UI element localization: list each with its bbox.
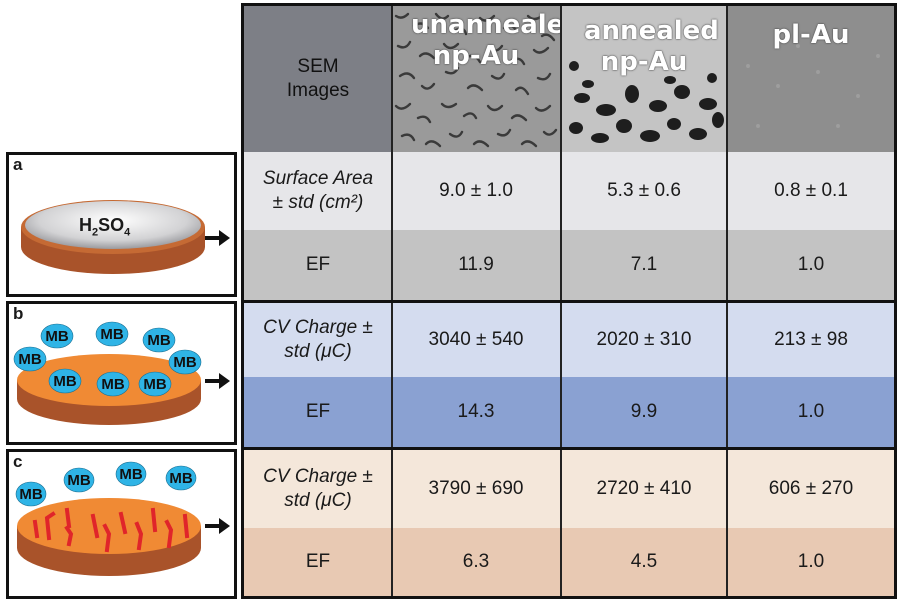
surface-area-label: Surface Area ± std (cm²) — [262, 168, 374, 213]
row-label-cv-charge-b: CV Charge ± std (μC) — [244, 303, 392, 377]
sem-images-label: SEM Images — [286, 56, 350, 101]
mb-text: MB — [53, 373, 76, 390]
arrow-a — [205, 230, 230, 246]
sem-texture-coarse — [562, 6, 726, 152]
mb-text: MB — [18, 351, 41, 368]
mb-text: MB — [100, 326, 123, 343]
panel-letter-c: c — [13, 452, 23, 471]
mb-text: MB — [67, 472, 90, 489]
cell-c-val-unannealed: 3790 ± 690 — [392, 450, 560, 528]
section-divider — [244, 447, 894, 450]
cell-c-val-planar: 606 ± 270 — [728, 450, 894, 528]
mb-text: MB — [19, 486, 42, 503]
mb-text: MB — [147, 332, 170, 349]
mb-text: MB — [119, 466, 142, 483]
sem-images-header: SEM Images — [244, 6, 392, 152]
row-label-ef-a: EF — [244, 230, 392, 300]
cell-c-ef-planar: 1.0 — [728, 528, 894, 596]
electrode-disk-h2so4 — [21, 200, 205, 274]
cell-a-ef-planar: 1.0 — [728, 230, 894, 300]
panel-letter-b: b — [13, 304, 24, 323]
cell-b-val-planar: 213 ± 98 — [728, 303, 894, 377]
mb-text: MB — [173, 354, 196, 371]
cell-c-ef-unannealed: 6.3 — [392, 528, 560, 596]
electrode-disk-mb-adsorbed: MB MB MB MB MB MB MB MB — [13, 321, 202, 425]
column-title-planar: pl-Au — [772, 20, 850, 50]
panel-c: c MB MB MB MB — [6, 449, 237, 599]
linker-strands — [32, 507, 190, 553]
cell-b-ef-planar: 1.0 — [728, 377, 894, 447]
cv-charge-label-b: CV Charge ± std (μC) — [263, 317, 373, 362]
cell-b-val-unannealed: 3040 ± 540 — [392, 303, 560, 377]
arrow-c — [205, 518, 230, 534]
mb-text: MB — [169, 470, 192, 487]
cell-c-val-annealed: 2720 ± 410 — [562, 450, 726, 528]
row-label-cv-charge-c: CV Charge ± std (μC) — [244, 450, 392, 528]
panel-a: a H2SO4 — [6, 152, 237, 297]
panel-b: b MB MB MB MB MB MB MB MB — [6, 301, 237, 445]
sem-texture-planar — [728, 6, 894, 152]
row-label-surface-area: Surface Area ± std (cm²) — [244, 152, 392, 230]
h2so4-label: H2SO4 — [79, 215, 131, 239]
sem-image-planar: pl-Au — [728, 6, 894, 152]
cv-charge-label-c: CV Charge ± std (μC) — [263, 466, 373, 511]
cell-b-ef-annealed: 9.9 — [562, 377, 726, 447]
cell-a-val-annealed: 5.3 ± 0.6 — [562, 152, 726, 230]
sem-texture-fine — [392, 6, 560, 152]
arrow-b — [205, 373, 230, 389]
cell-a-val-unannealed: 9.0 ± 1.0 — [392, 152, 560, 230]
cell-a-ef-annealed: 7.1 — [562, 230, 726, 300]
mb-text: MB — [45, 328, 68, 345]
electrode-disk-mb-linkers: MB MB MB MB — [15, 461, 201, 576]
mb-text: MB — [101, 376, 124, 393]
cell-b-ef-unannealed: 14.3 — [392, 377, 560, 447]
cell-c-ef-annealed: 4.5 — [562, 528, 726, 596]
sem-image-unannealed: unannealed np-Au — [392, 6, 560, 152]
sem-image-annealed: annealed np-Au — [562, 6, 726, 152]
row-label-ef-b: EF — [244, 377, 392, 447]
panel-letter-a: a — [13, 155, 23, 174]
column-title-annealed: annealed np-Au — [584, 16, 719, 78]
cell-b-val-annealed: 2020 ± 310 — [562, 303, 726, 377]
row-label-ef-c: EF — [244, 528, 392, 596]
mb-text: MB — [143, 376, 166, 393]
column-title-unannealed: unannealed np-Au — [411, 10, 560, 72]
section-divider — [244, 300, 894, 303]
cell-a-val-planar: 0.8 ± 0.1 — [728, 152, 894, 230]
cell-a-ef-unannealed: 11.9 — [392, 230, 560, 300]
results-table: SEM Images unanneale — [241, 3, 897, 599]
